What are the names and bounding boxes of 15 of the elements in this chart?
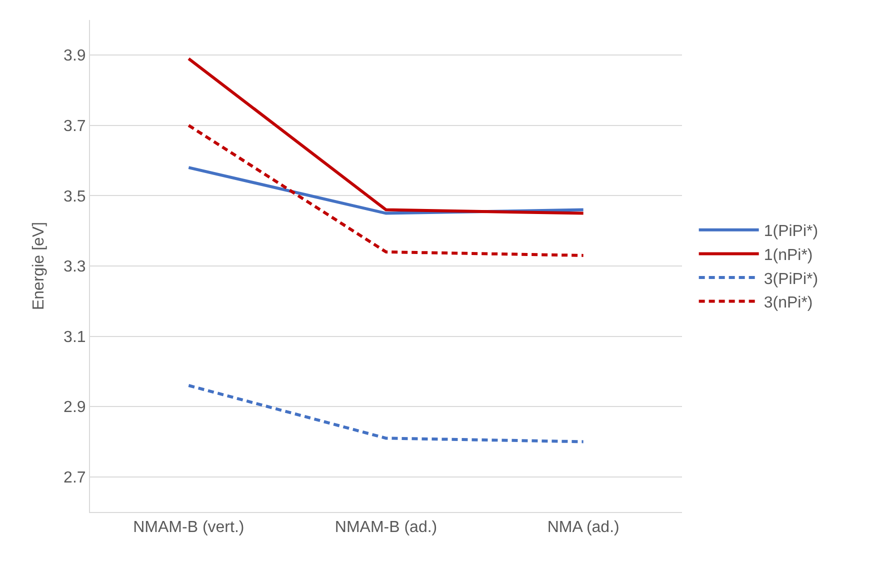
y-tick-label: 2.9	[64, 399, 86, 416]
y-tick-label: 3.7	[64, 118, 86, 136]
y-tick-label: 3.9	[64, 48, 86, 65]
x-tick-label: NMAM-B (vert.)	[133, 519, 244, 536]
y-tick-label: 2.7	[64, 469, 86, 486]
legend-label: 1(nPi*)	[764, 246, 813, 264]
y-tick-label: 3.5	[64, 188, 86, 206]
x-tick-label: NMA (ad.)	[547, 519, 620, 536]
y-tick-label: 3.1	[64, 328, 86, 346]
x-tick-label: NMAM-B (ad.)	[334, 519, 438, 536]
legend-label: 3(PiPi*)	[764, 270, 818, 288]
legend-label: 3(nPi*)	[764, 294, 813, 312]
legend-label: 1(PiPi*)	[764, 223, 818, 240]
y-axis-title: Energie [eV]	[30, 222, 48, 310]
y-tick-label: 3.3	[64, 258, 86, 276]
